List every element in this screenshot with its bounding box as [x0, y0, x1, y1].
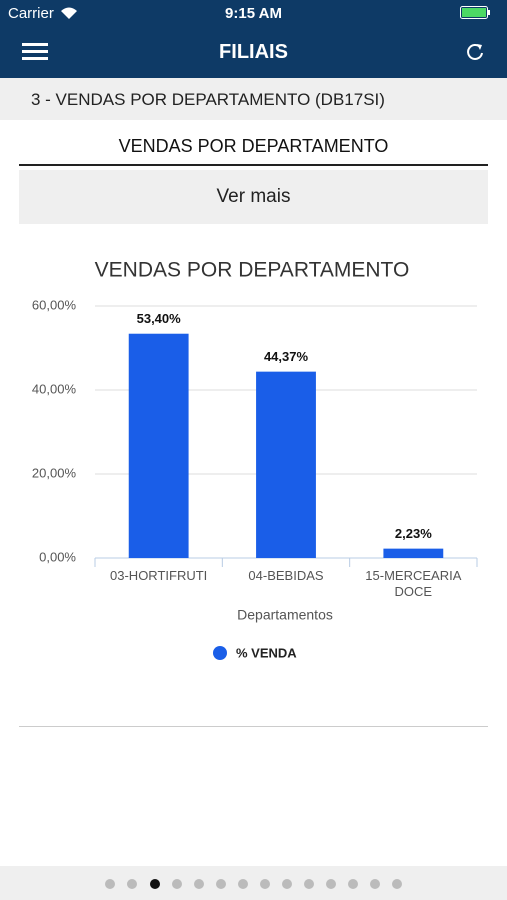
bar	[256, 371, 316, 558]
x-tick-label-box: 04-BEBIDAS	[248, 568, 324, 583]
x-axis-label: Departamentos	[237, 607, 333, 623]
page-indicator	[105, 879, 402, 889]
x-tick-label: 04-BEBIDAS	[248, 568, 324, 583]
header-underline	[19, 164, 488, 166]
legend-label: % VENDA	[236, 645, 297, 660]
section-title: 3 - VENDAS POR DEPARTAMENTO (DB17SI)	[31, 90, 385, 109]
nav-title: FILIAIS	[219, 41, 288, 63]
value-label: 2,23%	[395, 526, 432, 541]
menu-button[interactable]	[22, 42, 49, 62]
page-indicator-bar	[0, 866, 507, 900]
ver-mais-button[interactable]: Ver mais	[19, 170, 488, 224]
legend-marker	[213, 646, 227, 660]
wifi-icon	[61, 7, 77, 19]
y-tick-label: 60,00%	[32, 297, 77, 312]
chart-title: VENDAS POR DEPARTAMENTO	[95, 259, 410, 282]
y-tick-label: 0,00%	[39, 549, 76, 564]
bar	[383, 548, 444, 558]
top-bar	[0, 0, 507, 78]
x-tick-label-box: 15-MERCEARIA DOCE	[365, 568, 462, 599]
value-label: 44,37%	[264, 349, 309, 364]
x-tick-label-box: 03-HORTIFRUTI	[110, 568, 208, 583]
refresh-button[interactable]	[465, 42, 485, 62]
section-bar	[0, 78, 507, 120]
divider	[19, 726, 488, 727]
x-tick-label: 03-HORTIFRUTI	[110, 568, 208, 583]
y-tick-label: 40,00%	[32, 381, 77, 396]
y-tick-label: 20,00%	[32, 465, 77, 480]
header-title: VENDAS POR DEPARTAMENTO	[118, 136, 389, 156]
bar	[128, 333, 189, 558]
x-tick-label: 15-MERCEARIA DOCE	[365, 568, 462, 599]
carrier: Carrier	[8, 5, 54, 22]
battery-icon	[460, 6, 490, 19]
chart: VENDAS POR DEPARTAMENTO Departamentos 0,…	[32, 259, 478, 660]
value-label: 53,40%	[137, 311, 182, 326]
clock: 9:15 AM	[225, 5, 282, 22]
